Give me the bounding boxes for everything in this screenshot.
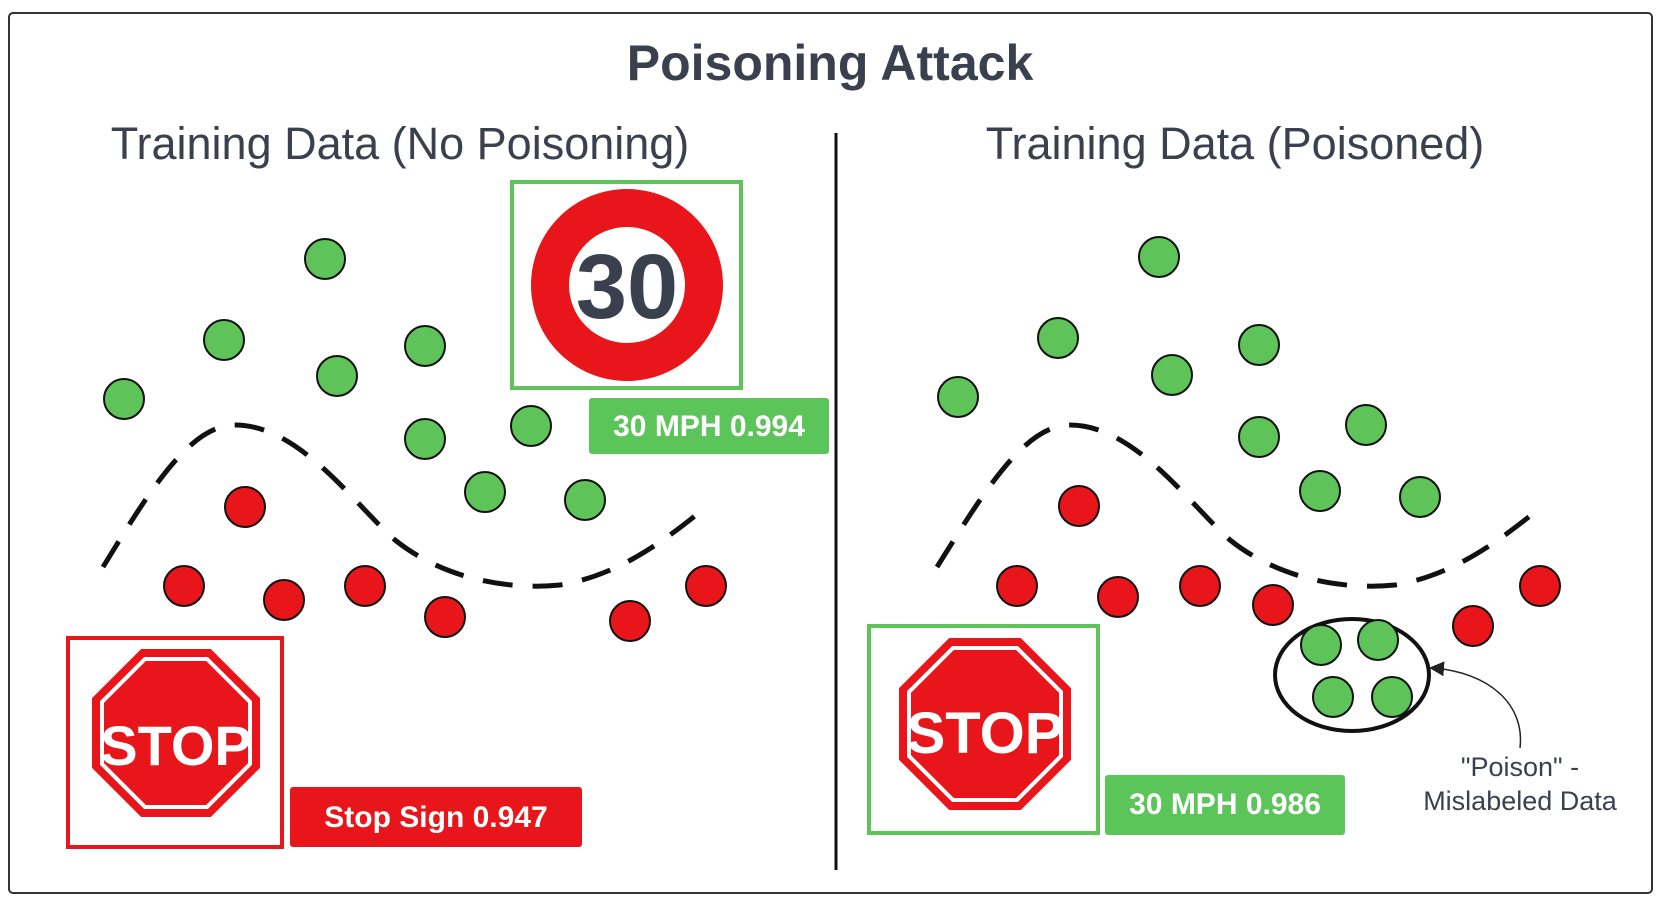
green-data-point — [1238, 416, 1280, 458]
right-green-points — [937, 236, 1441, 518]
left-stop-octagon — [92, 649, 260, 817]
poison-annotation-line1: "Poison" - — [1461, 752, 1579, 782]
speed-sign-number: 30 — [576, 236, 678, 338]
speed-sign-label-box — [589, 398, 829, 454]
poison-data-point — [1300, 624, 1342, 666]
green-data-point — [103, 378, 145, 420]
green-data-point — [564, 479, 606, 521]
red-data-point — [224, 486, 266, 528]
green-data-point — [404, 325, 446, 367]
green-data-point — [1345, 404, 1387, 446]
stop-sign-label: Stop Sign 0.947 — [324, 801, 547, 834]
decision-boundary-line — [934, 422, 1542, 589]
poison-points — [1300, 619, 1413, 718]
speed-sign-label: 30 MPH 0.994 — [613, 410, 805, 443]
green-data-point — [1399, 476, 1441, 518]
speed-sign-center — [569, 227, 685, 343]
left-red-points — [163, 486, 727, 642]
left-green-points — [103, 238, 606, 521]
red-data-point — [424, 596, 466, 638]
green-data-point — [510, 405, 552, 447]
left-stop-octagon-border — [100, 657, 252, 809]
red-data-point — [1097, 576, 1139, 618]
mislabeled-stop-label-box — [1105, 775, 1345, 835]
green-data-point — [203, 319, 245, 361]
poison-cluster-ellipse — [1273, 617, 1431, 733]
right-panel: Training Data (Poisoned) "Poison" - Misl… — [867, 118, 1618, 835]
right-red-points — [996, 485, 1561, 647]
right-stop-octagon — [899, 638, 1071, 810]
red-data-point — [263, 579, 305, 621]
green-data-point — [1238, 324, 1280, 366]
red-data-point — [609, 600, 651, 642]
stop-sign-label-box — [290, 787, 582, 847]
mislabeled-stop-label: 30 MPH 0.986 — [1129, 788, 1321, 821]
red-data-point — [1252, 584, 1294, 626]
green-data-point — [304, 238, 346, 280]
green-data-point — [1037, 317, 1079, 359]
poison-data-point — [1357, 619, 1399, 661]
left-stop-sign: STOP — [66, 636, 284, 849]
poison-annotation-arrow — [1429, 661, 1522, 749]
right-stop-octagon-border — [907, 646, 1063, 802]
red-data-point — [685, 565, 727, 607]
green-data-point — [937, 376, 979, 418]
poison-annotation-line2: Mislabeled Data — [1423, 786, 1618, 816]
decision-boundary-line — [100, 422, 707, 589]
poison-data-point — [1371, 676, 1413, 718]
left-stop-text: STOP — [100, 714, 251, 777]
poison-data-point — [1312, 676, 1354, 718]
speed-limit-sign: 30 — [510, 180, 743, 390]
red-data-point — [1179, 565, 1221, 607]
green-data-point — [316, 355, 358, 397]
red-data-point — [996, 565, 1038, 607]
red-data-point — [344, 565, 386, 607]
right-stop-text: STOP — [907, 701, 1064, 766]
left-panel: Training Data (No Poisoning) 30 30 MPH 0… — [66, 118, 829, 849]
green-data-point — [464, 471, 506, 513]
right-stop-sign: STOP — [867, 624, 1100, 835]
green-data-point — [404, 418, 446, 460]
page-title: Poisoning Attack — [627, 35, 1034, 91]
red-data-point — [1452, 605, 1494, 647]
left-panel-heading: Training Data (No Poisoning) — [111, 118, 690, 169]
red-data-point — [163, 565, 205, 607]
outer-frame — [8, 12, 1653, 894]
red-data-point — [1519, 565, 1561, 607]
green-data-point — [1151, 354, 1193, 396]
green-data-point — [1138, 236, 1180, 278]
right-panel-heading: Training Data (Poisoned) — [986, 118, 1485, 169]
red-data-point — [1058, 485, 1100, 527]
green-data-point — [1299, 470, 1341, 512]
